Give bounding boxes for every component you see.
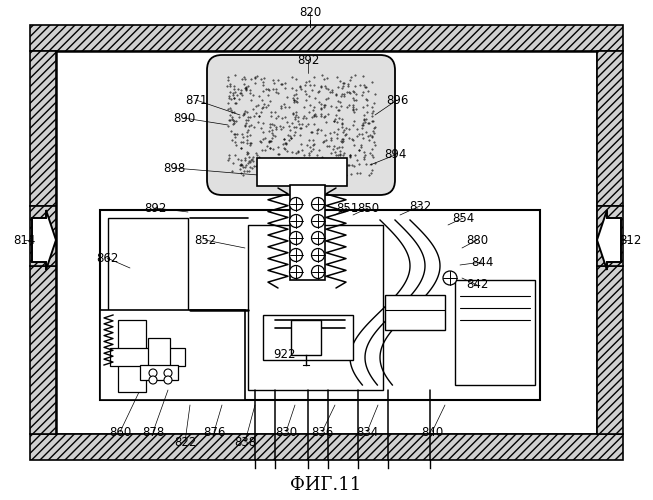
Text: 922: 922 <box>273 348 295 362</box>
Text: 834: 834 <box>356 426 378 438</box>
Text: 820: 820 <box>299 6 321 20</box>
Polygon shape <box>597 210 621 270</box>
Bar <box>56 51 597 434</box>
Text: 871: 871 <box>185 94 207 106</box>
Text: 812: 812 <box>619 234 641 246</box>
Bar <box>597 206 623 266</box>
Bar <box>263 315 353 360</box>
Text: 836: 836 <box>311 426 333 438</box>
Circle shape <box>289 214 302 228</box>
Bar <box>108 218 188 393</box>
Bar <box>118 320 146 392</box>
Circle shape <box>149 376 157 384</box>
Text: 892: 892 <box>144 202 166 214</box>
Bar <box>30 434 623 460</box>
Text: 860: 860 <box>109 426 131 438</box>
Circle shape <box>443 271 457 285</box>
Text: 890: 890 <box>173 112 195 124</box>
Bar <box>30 51 56 206</box>
Text: 896: 896 <box>386 94 408 106</box>
Bar <box>30 206 56 266</box>
Text: 830: 830 <box>275 426 297 438</box>
Circle shape <box>311 248 325 262</box>
Circle shape <box>164 369 172 377</box>
Text: 851: 851 <box>336 202 358 214</box>
Bar <box>148 338 170 376</box>
Bar <box>30 25 623 51</box>
Polygon shape <box>32 210 56 270</box>
Bar <box>248 225 383 390</box>
Text: 898: 898 <box>163 162 185 174</box>
Text: 838: 838 <box>234 436 256 448</box>
Circle shape <box>311 232 325 244</box>
Circle shape <box>289 232 302 244</box>
Bar <box>140 365 178 380</box>
Bar <box>100 210 540 400</box>
Text: 842: 842 <box>466 278 488 291</box>
Circle shape <box>289 248 302 262</box>
Circle shape <box>311 198 325 210</box>
Text: 850: 850 <box>357 202 379 214</box>
Bar <box>291 320 321 355</box>
Bar <box>257 158 347 186</box>
Circle shape <box>311 214 325 228</box>
Text: 832: 832 <box>409 200 431 212</box>
Bar <box>110 348 185 366</box>
Bar <box>100 310 245 400</box>
Bar <box>597 51 623 206</box>
FancyBboxPatch shape <box>207 55 395 195</box>
Bar <box>290 185 325 280</box>
Text: 880: 880 <box>466 234 488 246</box>
Bar <box>455 280 535 385</box>
Text: 854: 854 <box>452 212 474 224</box>
Text: 894: 894 <box>384 148 406 162</box>
Circle shape <box>289 198 302 210</box>
Text: 822: 822 <box>174 436 196 448</box>
Text: 862: 862 <box>96 252 118 264</box>
Text: 892: 892 <box>297 54 319 66</box>
Text: 814: 814 <box>13 234 35 246</box>
Text: ФИГ.11: ФИГ.11 <box>291 476 362 494</box>
Text: 844: 844 <box>471 256 493 268</box>
Bar <box>385 295 445 330</box>
Bar <box>597 266 623 434</box>
Text: 876: 876 <box>203 426 225 438</box>
Circle shape <box>149 369 157 377</box>
Text: 852: 852 <box>194 234 216 246</box>
Circle shape <box>311 266 325 278</box>
Circle shape <box>164 376 172 384</box>
Bar <box>30 266 56 434</box>
Text: 840: 840 <box>421 426 443 438</box>
Circle shape <box>289 266 302 278</box>
Text: 878: 878 <box>142 426 164 438</box>
